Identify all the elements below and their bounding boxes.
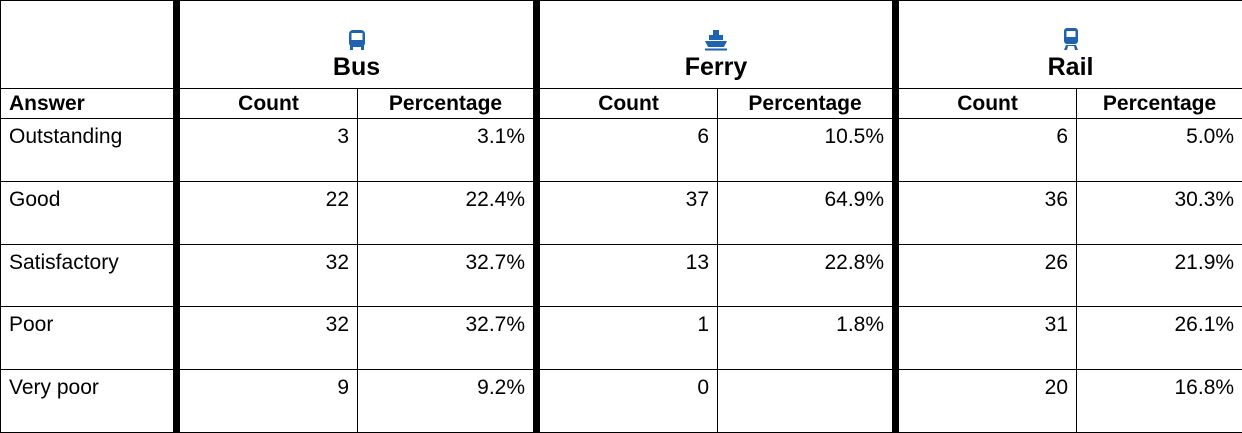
value-cell: 32 bbox=[177, 244, 358, 307]
value-cell: 22.8% bbox=[718, 244, 896, 307]
value-cell: 31 bbox=[896, 307, 1077, 370]
value-cell: 13 bbox=[537, 244, 718, 307]
value-cell: 22 bbox=[177, 181, 358, 244]
group-header-row: Bus Ferry Rail bbox=[1, 1, 1242, 89]
column-header: Count bbox=[177, 89, 358, 119]
group-header: Ferry bbox=[537, 1, 896, 89]
value-cell: 9.2% bbox=[358, 370, 537, 433]
mode-icon bbox=[704, 29, 728, 51]
column-header: Percentage bbox=[1077, 89, 1242, 119]
value-cell: 26.1% bbox=[1077, 307, 1242, 370]
answer-cell: Very poor bbox=[1, 370, 177, 433]
column-header: Answer bbox=[1, 89, 177, 119]
group-name: Rail bbox=[907, 53, 1234, 82]
value-cell: 6 bbox=[537, 119, 718, 182]
value-cell: 16.8% bbox=[1077, 370, 1242, 433]
value-cell: 32.7% bbox=[358, 244, 537, 307]
column-header: Count bbox=[896, 89, 1077, 119]
group-header: Rail bbox=[896, 1, 1242, 89]
answer-cell: Outstanding bbox=[1, 119, 177, 182]
value-cell bbox=[718, 370, 896, 433]
value-cell: 64.9% bbox=[718, 181, 896, 244]
group-name: Bus bbox=[188, 53, 525, 82]
value-cell: 37 bbox=[537, 181, 718, 244]
mode-icon bbox=[347, 29, 367, 51]
value-cell: 22.4% bbox=[358, 181, 537, 244]
group-name: Ferry bbox=[548, 53, 884, 82]
value-cell: 1 bbox=[537, 307, 718, 370]
value-cell: 6 bbox=[896, 119, 1077, 182]
value-cell: 3.1% bbox=[358, 119, 537, 182]
value-cell: 30.3% bbox=[1077, 181, 1242, 244]
value-cell: 21.9% bbox=[1077, 244, 1242, 307]
value-cell: 5.0% bbox=[1077, 119, 1242, 182]
value-cell: 20 bbox=[896, 370, 1077, 433]
value-cell: 3 bbox=[177, 119, 358, 182]
value-cell: 10.5% bbox=[718, 119, 896, 182]
header-blank bbox=[1, 1, 177, 89]
value-cell: 32.7% bbox=[358, 307, 537, 370]
column-header: Percentage bbox=[358, 89, 537, 119]
value-cell: 0 bbox=[537, 370, 718, 433]
column-header: Percentage bbox=[718, 89, 896, 119]
answer-cell: Good bbox=[1, 181, 177, 244]
value-cell: 9 bbox=[177, 370, 358, 433]
group-header: Bus bbox=[177, 1, 537, 89]
column-header: Count bbox=[537, 89, 718, 119]
mode-icon bbox=[1062, 27, 1080, 51]
value-cell: 1.8% bbox=[718, 307, 896, 370]
value-cell: 26 bbox=[896, 244, 1077, 307]
answer-cell: Poor bbox=[1, 307, 177, 370]
value-cell: 32 bbox=[177, 307, 358, 370]
answer-cell: Satisfactory bbox=[1, 244, 177, 307]
value-cell: 36 bbox=[896, 181, 1077, 244]
